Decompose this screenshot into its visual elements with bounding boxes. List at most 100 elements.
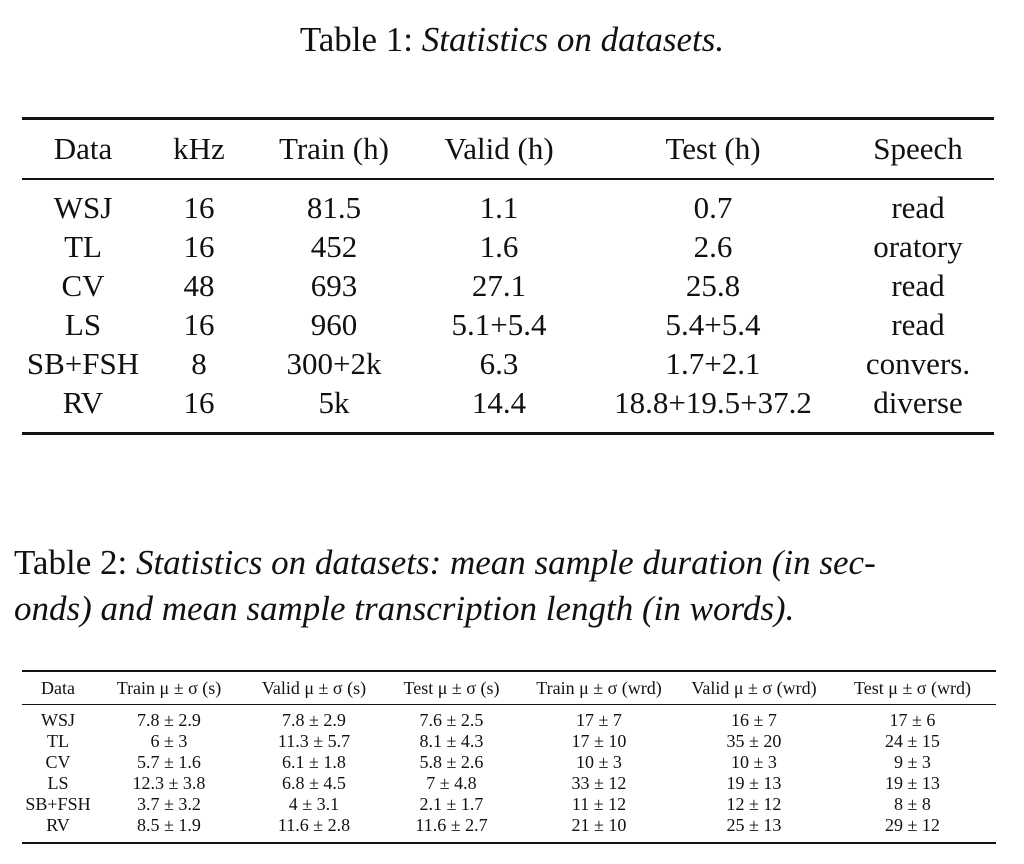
table1: Data kHz Train (h) Valid (h) Test (h) Sp… xyxy=(22,117,994,435)
table1-cell: read xyxy=(891,306,945,342)
table1-cell: 960 xyxy=(310,306,358,342)
table2-header-cell: Test μ ± σ (s) xyxy=(403,677,500,698)
table2-cell: 24 ± 15 xyxy=(885,731,940,751)
table2-header-cell: Valid μ ± σ (wrd) xyxy=(691,677,817,698)
table1-cell: CV xyxy=(61,267,105,303)
table1-header-cell: Train (h) xyxy=(279,131,389,166)
table1-cell: 16 xyxy=(183,228,215,264)
table2-cell: 6 ± 3 xyxy=(150,731,188,751)
table1-cell: oratory xyxy=(873,228,963,264)
table1-cell: read xyxy=(891,189,945,225)
table1-cell: 1.7+2.1 xyxy=(665,345,761,381)
table1-row: RV 16 5k 14.4 18.8+19.5+37.2 diverse xyxy=(22,383,994,434)
table2-caption-text-1: Statistics on datasets: mean sample dura… xyxy=(135,543,876,582)
table1-cell: 1.6 xyxy=(479,228,519,264)
table2-cell: 4 ± 3.1 xyxy=(288,794,340,814)
table2-cell: 2.1 ± 1.7 xyxy=(419,794,484,814)
table2-cell: 10 ± 3 xyxy=(731,752,777,772)
table2-row: RV 8.5 ± 1.9 11.6 ± 2.8 11.6 ± 2.7 21 ± … xyxy=(22,815,996,843)
table2-cell: 7 ± 4.8 xyxy=(426,773,477,793)
table2-cell: 5.7 ± 1.6 xyxy=(137,752,201,772)
table2-header-cell: Data xyxy=(41,677,75,698)
table1-cell: 5.4+5.4 xyxy=(665,306,761,342)
table1-header-cell: kHz xyxy=(173,131,225,166)
table2-cell: WSJ xyxy=(40,710,75,730)
table2-caption-text-2: onds) and mean sample transcription leng… xyxy=(14,589,795,628)
table1-cell: 5.1+5.4 xyxy=(451,306,547,342)
table2-cell: LS xyxy=(47,773,69,793)
table1-cell: SB+FSH xyxy=(26,345,140,381)
table2-cell: 11.6 ± 2.8 xyxy=(277,815,351,835)
table2-cell: TL xyxy=(47,731,69,751)
table1-cell: WSJ xyxy=(53,189,113,225)
table1-cell: 1.1 xyxy=(479,189,519,225)
table1-row: CV 48 693 27.1 25.8 read xyxy=(22,266,994,305)
table2-row: TL 6 ± 3 11.3 ± 5.7 8.1 ± 4.3 17 ± 10 35… xyxy=(22,731,996,752)
table1-header-cell: Speech xyxy=(873,131,963,166)
table2-cell: 17 ± 7 xyxy=(576,710,622,730)
table2-header-row: Data Train μ ± σ (s) Valid μ ± σ (s) Tes… xyxy=(22,671,996,705)
table1-cell: 2.6 xyxy=(693,228,733,264)
table1-cell: 5k xyxy=(318,384,350,420)
table1-cell: 693 xyxy=(310,267,358,303)
table2-cell: 8 ± 8 xyxy=(894,794,931,814)
table2-cell: 10 ± 3 xyxy=(576,752,622,772)
table2-row: SB+FSH 3.7 ± 3.2 4 ± 3.1 2.1 ± 1.7 11 ± … xyxy=(22,794,996,815)
table2-cell: SB+FSH xyxy=(25,794,91,814)
table1-cell: 48 xyxy=(183,267,215,303)
table1-cell: TL xyxy=(64,228,102,264)
table2-caption-line1: Table 2: Statistics on datasets: mean sa… xyxy=(14,540,1014,586)
table2-cell: 3.7 ± 3.2 xyxy=(137,794,201,814)
table2-cell: RV xyxy=(46,815,70,835)
table2-cell: 7.6 ± 2.5 xyxy=(419,710,484,730)
table2-row: WSJ 7.8 ± 2.9 7.8 ± 2.9 7.6 ± 2.5 17 ± 7… xyxy=(22,705,996,732)
table1-cell: RV xyxy=(62,384,104,420)
table2-cell: CV xyxy=(45,752,71,772)
table2-header-cell: Train μ ± σ (wrd) xyxy=(536,677,662,698)
table1-cell: 16 xyxy=(183,189,215,225)
table2-cell: 6.8 ± 4.5 xyxy=(282,773,346,793)
table1-header-cell: Test (h) xyxy=(665,131,761,166)
table2-cell: 12.3 ± 3.8 xyxy=(132,773,206,793)
table2-row: LS 12.3 ± 3.8 6.8 ± 4.5 7 ± 4.8 33 ± 12 … xyxy=(22,773,996,794)
table2-cell: 16 ± 7 xyxy=(731,710,777,730)
table1-caption: Table 1: Statistics on datasets. xyxy=(0,18,1024,62)
table1-caption-label: Table 1: xyxy=(299,20,414,59)
table1-cell: LS xyxy=(64,306,102,342)
table1-cell: 25.8 xyxy=(685,267,741,303)
table1-cell: 81.5 xyxy=(306,189,362,225)
table2-cell: 19 ± 13 xyxy=(885,773,940,793)
table1-header-cell: Valid (h) xyxy=(444,131,554,166)
table2-cell: 9 ± 3 xyxy=(894,752,931,772)
table2-cell: 5.8 ± 2.6 xyxy=(419,752,484,772)
table1-row: WSJ 16 81.5 1.1 0.7 read xyxy=(22,179,994,227)
table1-cell: 14.4 xyxy=(471,384,527,420)
table1-header-cell: Data xyxy=(53,131,113,166)
table1-cell: 452 xyxy=(310,228,358,264)
table1-cell: 8 xyxy=(191,345,207,381)
table1-cell: diverse xyxy=(873,384,963,420)
table2-cell: 11 ± 12 xyxy=(571,794,627,814)
table2-cell: 21 ± 10 xyxy=(571,815,627,835)
table1-row: SB+FSH 8 300+2k 6.3 1.7+2.1 convers. xyxy=(22,344,994,383)
table2-cell: 11.6 ± 2.7 xyxy=(415,815,488,835)
table1-row: TL 16 452 1.6 2.6 oratory xyxy=(22,227,994,266)
table2-caption-label: Table 2: xyxy=(14,543,128,582)
table2-cell: 7.8 ± 2.9 xyxy=(282,710,346,730)
table2-cell: 17 ± 6 xyxy=(889,710,936,730)
table1-caption-text: Statistics on datasets. xyxy=(421,20,725,59)
table1-cell: convers. xyxy=(865,345,971,381)
table2-cell: 12 ± 12 xyxy=(726,794,782,814)
table2-caption: Table 2: Statistics on datasets: mean sa… xyxy=(14,540,1014,632)
table2-cell: 33 ± 12 xyxy=(571,773,627,793)
table2-cell: 8.5 ± 1.9 xyxy=(137,815,201,835)
table1-cell: 300+2k xyxy=(286,345,382,381)
table1-header-row: Data kHz Train (h) Valid (h) Test (h) Sp… xyxy=(22,118,994,179)
table1-cell: 16 xyxy=(183,306,215,342)
table2-cell: 35 ± 20 xyxy=(726,731,782,751)
table1-cell: 18.8+19.5+37.2 xyxy=(614,384,812,420)
table2-caption-line2: onds) and mean sample transcription leng… xyxy=(14,586,1014,632)
table1-cell: 6.3 xyxy=(479,345,519,381)
table2-cell: 19 ± 13 xyxy=(726,773,782,793)
table2-header-cell: Test μ ± σ (wrd) xyxy=(854,677,971,698)
